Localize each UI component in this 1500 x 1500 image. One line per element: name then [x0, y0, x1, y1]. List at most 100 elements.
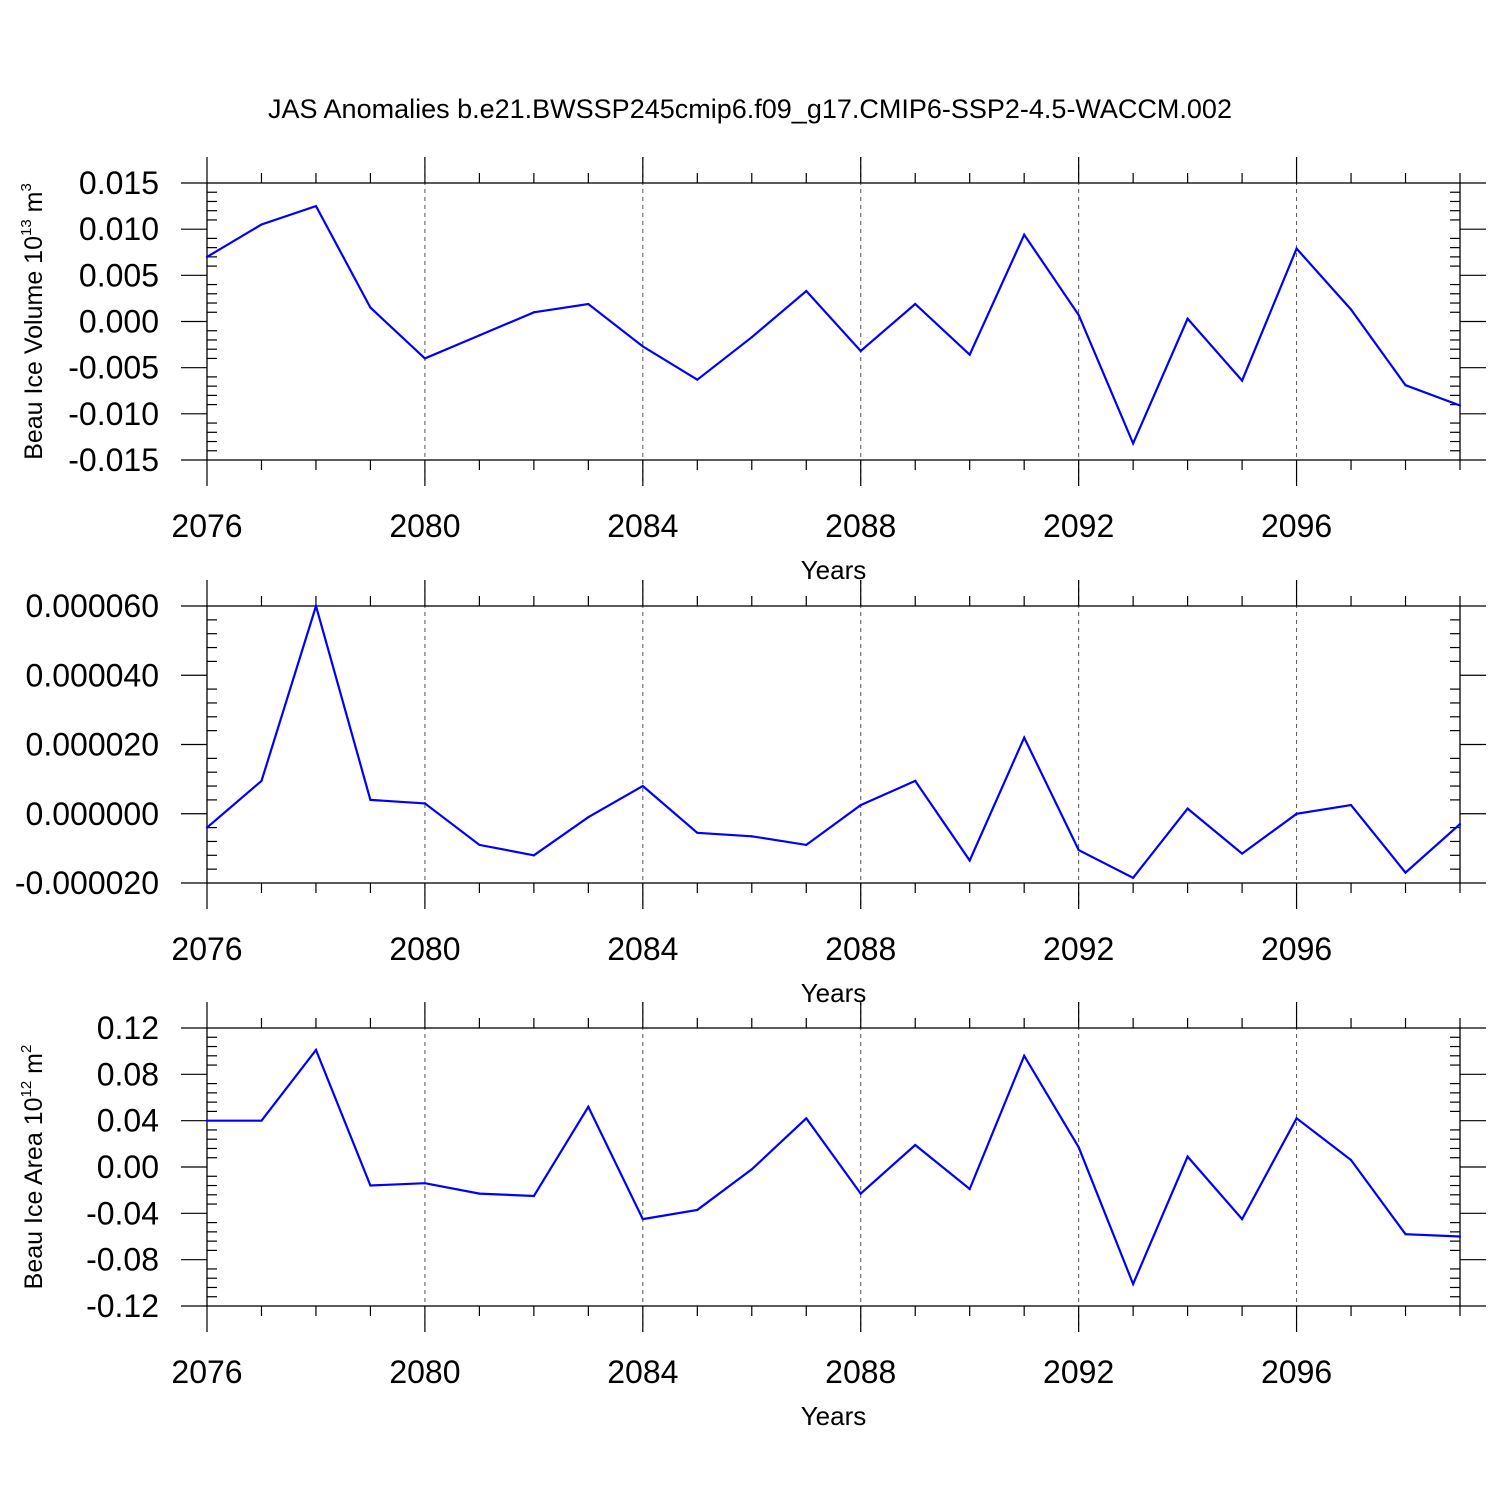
data-point-2094	[1186, 317, 1189, 320]
series-line-1	[206, 204, 1461, 447]
data-point-2078	[314, 204, 318, 208]
data-point-2094	[1186, 807, 1189, 810]
data-point-2087	[805, 289, 808, 293]
x-tick-label: 2076	[171, 508, 242, 544]
data-point-2094	[1186, 1155, 1189, 1158]
data-point-2086	[750, 336, 753, 339]
data-point-2084	[641, 1218, 644, 1221]
y-tick-label: 0.08	[97, 1056, 159, 1092]
data-point-2085	[696, 1208, 699, 1211]
data-point-2092	[1077, 1146, 1080, 1149]
data-point-2099	[1458, 823, 1462, 826]
x-tick-label: 2088	[825, 1354, 896, 1390]
x-tick-label: 2096	[1261, 508, 1332, 544]
data-point-2096	[1295, 812, 1298, 815]
data-point-2081	[478, 334, 481, 337]
data-point-2078	[314, 604, 318, 608]
data-point-2095	[1240, 852, 1244, 855]
data-point-2081	[478, 843, 481, 847]
data-point-2086	[750, 835, 753, 838]
series-line-2	[206, 602, 1461, 880]
data-point-2083	[587, 816, 590, 819]
x-tick-label: 2084	[607, 931, 678, 967]
y-tick-label: 0.000000	[26, 796, 159, 832]
data-point-2092	[1077, 849, 1080, 852]
data-point-2091	[1023, 233, 1026, 236]
data-point-2085	[696, 378, 699, 381]
y-tick-label: -0.010	[68, 396, 159, 432]
y-axis-label: Beau Ice Area 1012 m2	[18, 1045, 48, 1290]
data-point-2088	[859, 349, 862, 353]
x-axis-label: Years	[801, 1401, 867, 1431]
x-tick-label: 2080	[389, 1354, 460, 1390]
data-point-2091	[1023, 1054, 1026, 1057]
data-point-2082	[532, 854, 535, 857]
data-point-2095	[1240, 379, 1244, 382]
data-point-2076	[205, 255, 209, 258]
x-axis-label: Years	[801, 978, 867, 1008]
y-tick-label: 0.12	[97, 1010, 159, 1046]
data-point-2088	[859, 803, 862, 807]
data-point-2089	[914, 302, 917, 306]
panel-3: -0.12 -0.08 -0.04 0.00 0.04 0.08 0.12 2076 2080 2…	[18, 1002, 1486, 1431]
data-point-2080	[423, 357, 427, 360]
y-tick-label: -0.015	[68, 442, 159, 478]
panel-2: -0.000020 0.000000 0.000020 0.000040 0.00006…	[15, 580, 1486, 1008]
data-point-2079	[369, 798, 372, 802]
y-tick-label: 0.04	[97, 1103, 159, 1139]
data-point-2081	[478, 1192, 481, 1195]
y-tick-label: 0.010	[79, 211, 159, 247]
y-tick-label: -0.000020	[15, 865, 159, 901]
data-point-2077	[260, 779, 263, 782]
data-point-2086	[750, 1168, 753, 1171]
x-tick-label: 2088	[825, 508, 896, 544]
data-point-2082	[532, 311, 535, 314]
y-tick-label: 0.000060	[26, 588, 159, 624]
y-tick-label: 0.000020	[26, 727, 159, 763]
y-tick-label: -0.12	[86, 1288, 159, 1324]
y-tick-label: 0.015	[79, 165, 159, 201]
data-point-2098	[1404, 871, 1407, 874]
x-tick-label: 2096	[1261, 931, 1332, 967]
data-point-2093	[1132, 442, 1135, 445]
data-point-2087	[805, 1117, 808, 1120]
data-point-2091	[1023, 736, 1026, 739]
data-point-2080	[423, 802, 427, 805]
panels: -0.015 -0.010 -0.005 0.000 0.005 0.010 0.015 20…	[15, 157, 1486, 1431]
data-point-2097	[1349, 308, 1353, 311]
data-point-2076	[205, 826, 209, 829]
data-point-2099	[1458, 1235, 1462, 1238]
data-point-2080	[423, 1182, 427, 1185]
data-point-2079	[369, 306, 372, 309]
y-tick-label: 0.000040	[26, 657, 159, 693]
x-tick-label: 2084	[607, 1354, 678, 1390]
data-point-2090	[968, 353, 971, 356]
y-tick-label: 0.000	[79, 304, 159, 340]
plot-frame	[206, 1027, 1461, 1307]
y-tick-label: -0.04	[86, 1195, 159, 1231]
x-tick-label: 2092	[1043, 508, 1114, 544]
x-tick-label: 2092	[1043, 931, 1114, 967]
data-point-2090	[968, 1187, 971, 1191]
x-tick-label: 2092	[1043, 1354, 1114, 1390]
data-point-2093	[1132, 876, 1135, 879]
y-tick-label: 0.005	[79, 257, 159, 293]
data-point-2095	[1240, 1218, 1244, 1221]
data-point-2079	[369, 1184, 372, 1187]
y-tick-label: -0.08	[86, 1242, 159, 1278]
data-point-2085	[696, 831, 699, 834]
data-point-2093	[1132, 1282, 1135, 1286]
data-point-2077	[260, 223, 263, 226]
data-point-2092	[1077, 313, 1080, 317]
x-tick-label: 2088	[825, 931, 896, 967]
data-point-2089	[914, 1143, 917, 1147]
series-line-3	[207, 1047, 1461, 1287]
y-tick-label: 0.00	[97, 1149, 159, 1185]
data-point-2089	[914, 779, 917, 782]
x-tick-label: 2076	[171, 931, 242, 967]
data-point-2096	[1295, 247, 1298, 250]
data-point-2096	[1295, 1117, 1298, 1120]
data-point-2098	[1404, 384, 1407, 387]
data-point-2099	[1458, 404, 1462, 407]
